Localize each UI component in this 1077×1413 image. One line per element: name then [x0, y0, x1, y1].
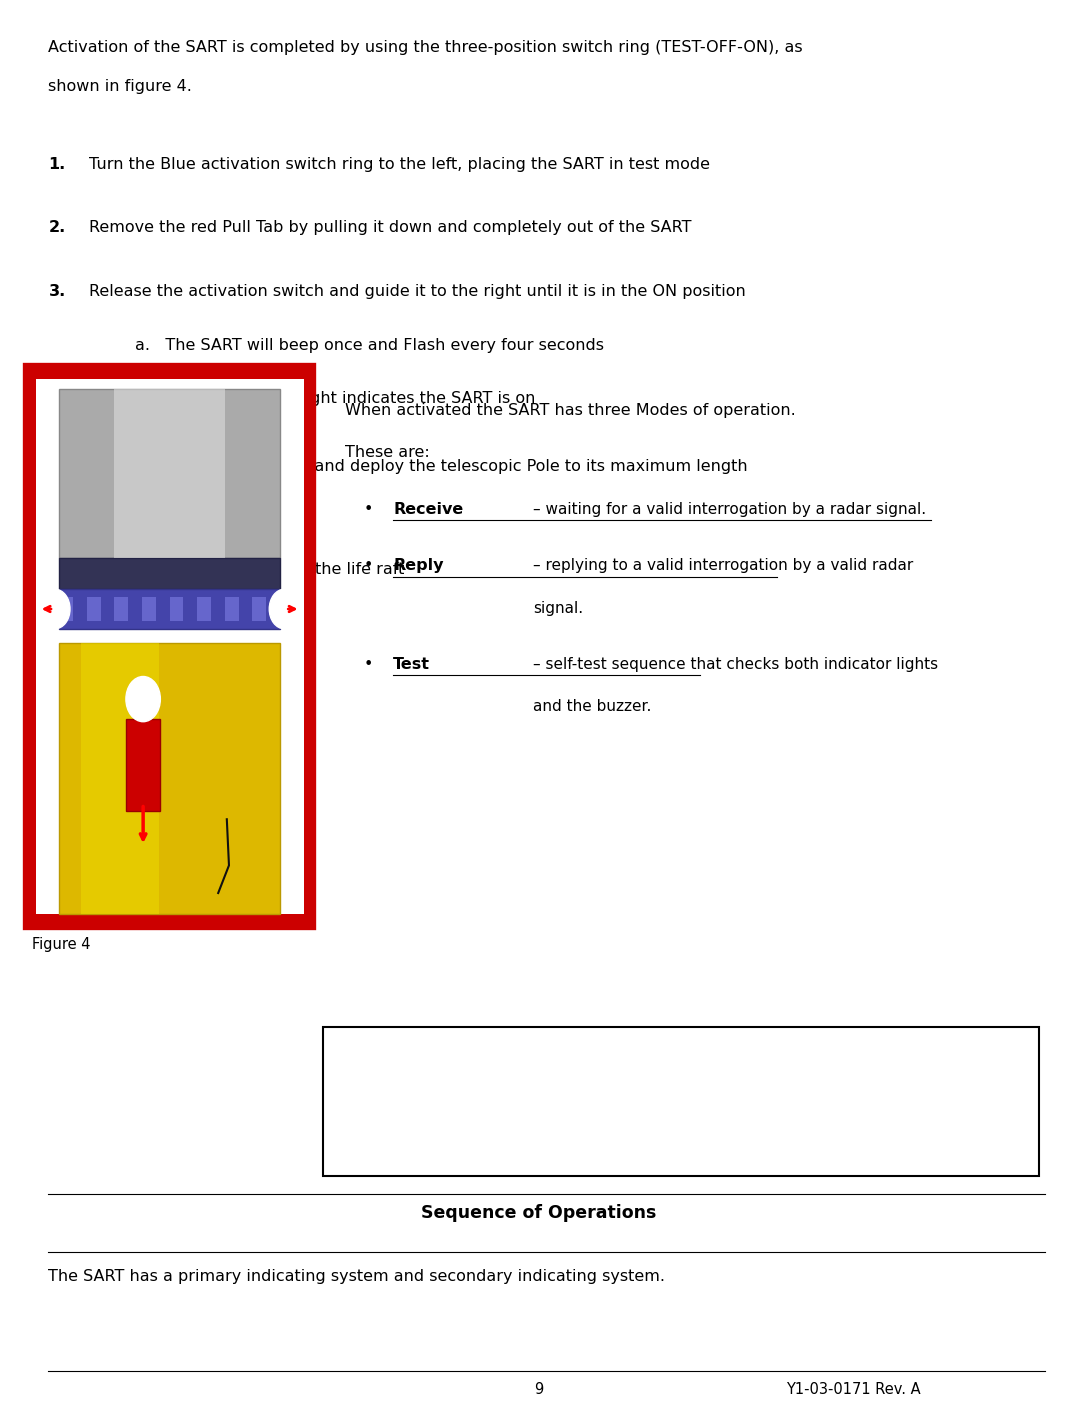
Text: •: • — [364, 657, 374, 673]
Text: Y1-03-0171 Rev. A: Y1-03-0171 Rev. A — [786, 1382, 921, 1397]
Bar — [323, 1027, 1039, 1176]
Text: Imminent Danger.: Imminent Danger. — [606, 1133, 756, 1152]
Text: Turn the bottom cap of the SART and deploy the telescopic Pole to its maximum le: Turn the bottom cap of the SART and depl… — [48, 459, 749, 475]
Text: Figure 4: Figure 4 — [32, 937, 90, 952]
Bar — [59, 598, 73, 620]
Bar — [59, 643, 280, 914]
Bar — [114, 389, 225, 558]
Bar — [27, 367, 312, 926]
Bar — [142, 598, 156, 620]
Text: 1.: 1. — [48, 157, 66, 172]
Text: – waiting for a valid interrogation by a radar signal.: – waiting for a valid interrogation by a… — [533, 502, 926, 517]
Text: 2.: 2. — [48, 220, 66, 236]
Text: Receive: Receive — [393, 502, 463, 517]
Bar — [197, 598, 211, 620]
Bar — [252, 598, 266, 620]
Text: Remove the red Pull Tab by pulling it down and completely out of the SART: Remove the red Pull Tab by pulling it do… — [89, 220, 691, 236]
Bar — [59, 558, 280, 589]
Text: 2.: 2. — [138, 695, 148, 704]
Bar — [59, 389, 280, 558]
Text: Release the activation switch and guide it to the right until it is in the ON po: Release the activation switch and guide … — [89, 284, 746, 300]
Circle shape — [40, 589, 70, 629]
Bar — [36, 379, 304, 914]
Text: 9: 9 — [534, 1382, 543, 1397]
Bar — [225, 598, 239, 620]
Text: •: • — [364, 502, 374, 517]
Text: WARNING: WARNING — [633, 1044, 729, 1063]
Bar — [87, 598, 100, 620]
Bar — [170, 598, 183, 620]
Text: Sequence of Operations: Sequence of Operations — [421, 1204, 656, 1222]
Text: b.   The flashing red light indicates the SART is on: b. The flashing red light indicates the … — [135, 391, 535, 407]
Text: 3.: 3. — [48, 284, 66, 300]
Text: On: On — [264, 605, 275, 613]
Text: a.   The SART will beep once and Flash every four seconds: a. The SART will beep once and Flash eve… — [135, 338, 603, 353]
Text: Activation of the SART is completed by using the three-position switch ring (TES: Activation of the SART is completed by u… — [48, 40, 803, 55]
Text: Remove lanyard and secure it to the life raft: Remove lanyard and secure it to the life… — [48, 562, 405, 578]
Text: Test: Test — [65, 605, 80, 613]
Circle shape — [126, 677, 160, 722]
Bar — [59, 589, 280, 629]
Text: ( 1 meter): ( 1 meter) — [48, 509, 130, 524]
Text: The SART must only be used in situations of Grave and: The SART must only be used in situations… — [452, 1091, 910, 1109]
Text: OFF: OFF — [163, 605, 177, 613]
Text: Turn the Blue activation switch ring to the left, placing the SART in test mode: Turn the Blue activation switch ring to … — [89, 157, 711, 172]
Bar — [126, 719, 160, 811]
Circle shape — [269, 589, 299, 629]
Text: 3.: 3. — [280, 605, 289, 613]
Text: – replying to a valid interrogation by a valid radar: – replying to a valid interrogation by a… — [533, 558, 913, 574]
Text: When activated the SART has three Modes of operation.: When activated the SART has three Modes … — [345, 403, 796, 418]
Text: shown in figure 4.: shown in figure 4. — [48, 79, 193, 95]
Text: These are:: These are: — [345, 445, 430, 461]
Text: – self-test sequence that checks both indicator lights: – self-test sequence that checks both in… — [533, 657, 938, 673]
Text: and the buzzer.: and the buzzer. — [533, 699, 652, 715]
Text: The SART has a primary indicating system and secondary indicating system.: The SART has a primary indicating system… — [48, 1269, 666, 1284]
Text: signal.: signal. — [533, 601, 584, 616]
Text: •: • — [364, 558, 374, 574]
Text: 1.: 1. — [51, 605, 59, 613]
Text: Test: Test — [393, 657, 430, 673]
Bar — [82, 643, 158, 914]
Text: Reply: Reply — [393, 558, 444, 574]
Bar — [114, 598, 128, 620]
